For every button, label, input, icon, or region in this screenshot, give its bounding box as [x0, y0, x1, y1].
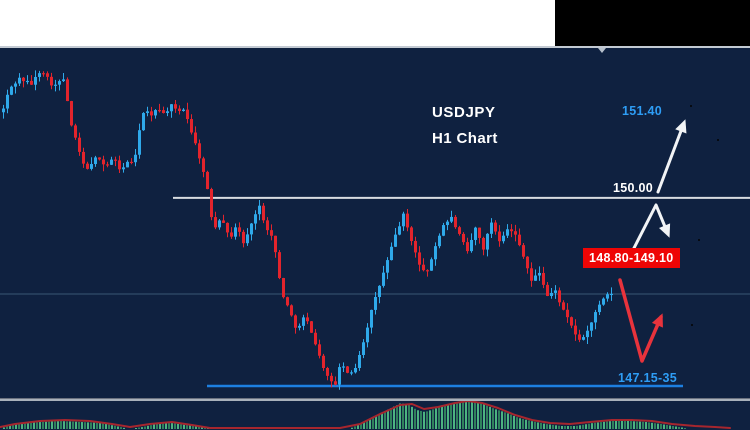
- resistance-price-label: 150.00: [613, 181, 654, 195]
- breakout-target-arrow[interactable]: [656, 119, 687, 194]
- support-zone-label: 147.15-35: [618, 371, 677, 385]
- chart-scroll-marker-icon[interactable]: [598, 48, 606, 53]
- target-price-label: 151.40: [622, 104, 663, 118]
- timeframe-label: H1 Chart: [432, 130, 498, 147]
- trend-arrows[interactable]: [618, 119, 687, 363]
- entry-zone-badge: 148.80-149.10: [583, 248, 680, 268]
- indicator-histogram: [3, 401, 686, 429]
- price-chart-panel[interactable]: [0, 46, 750, 430]
- resistance-rejection-arrow[interactable]: [631, 203, 671, 252]
- indicator-signal-line: [0, 400, 731, 429]
- candlestick-series[interactable]: [2, 70, 613, 390]
- entry-dip-bounce-arrow[interactable]: [618, 278, 663, 363]
- panel-separator[interactable]: [0, 398, 750, 401]
- top-black-panel: [555, 0, 750, 46]
- symbol-label: USDJPY: [432, 104, 496, 121]
- support-resistance-lines[interactable]: [173, 196, 750, 388]
- dark-specks: [690, 105, 719, 326]
- chart-top-border: [0, 46, 750, 48]
